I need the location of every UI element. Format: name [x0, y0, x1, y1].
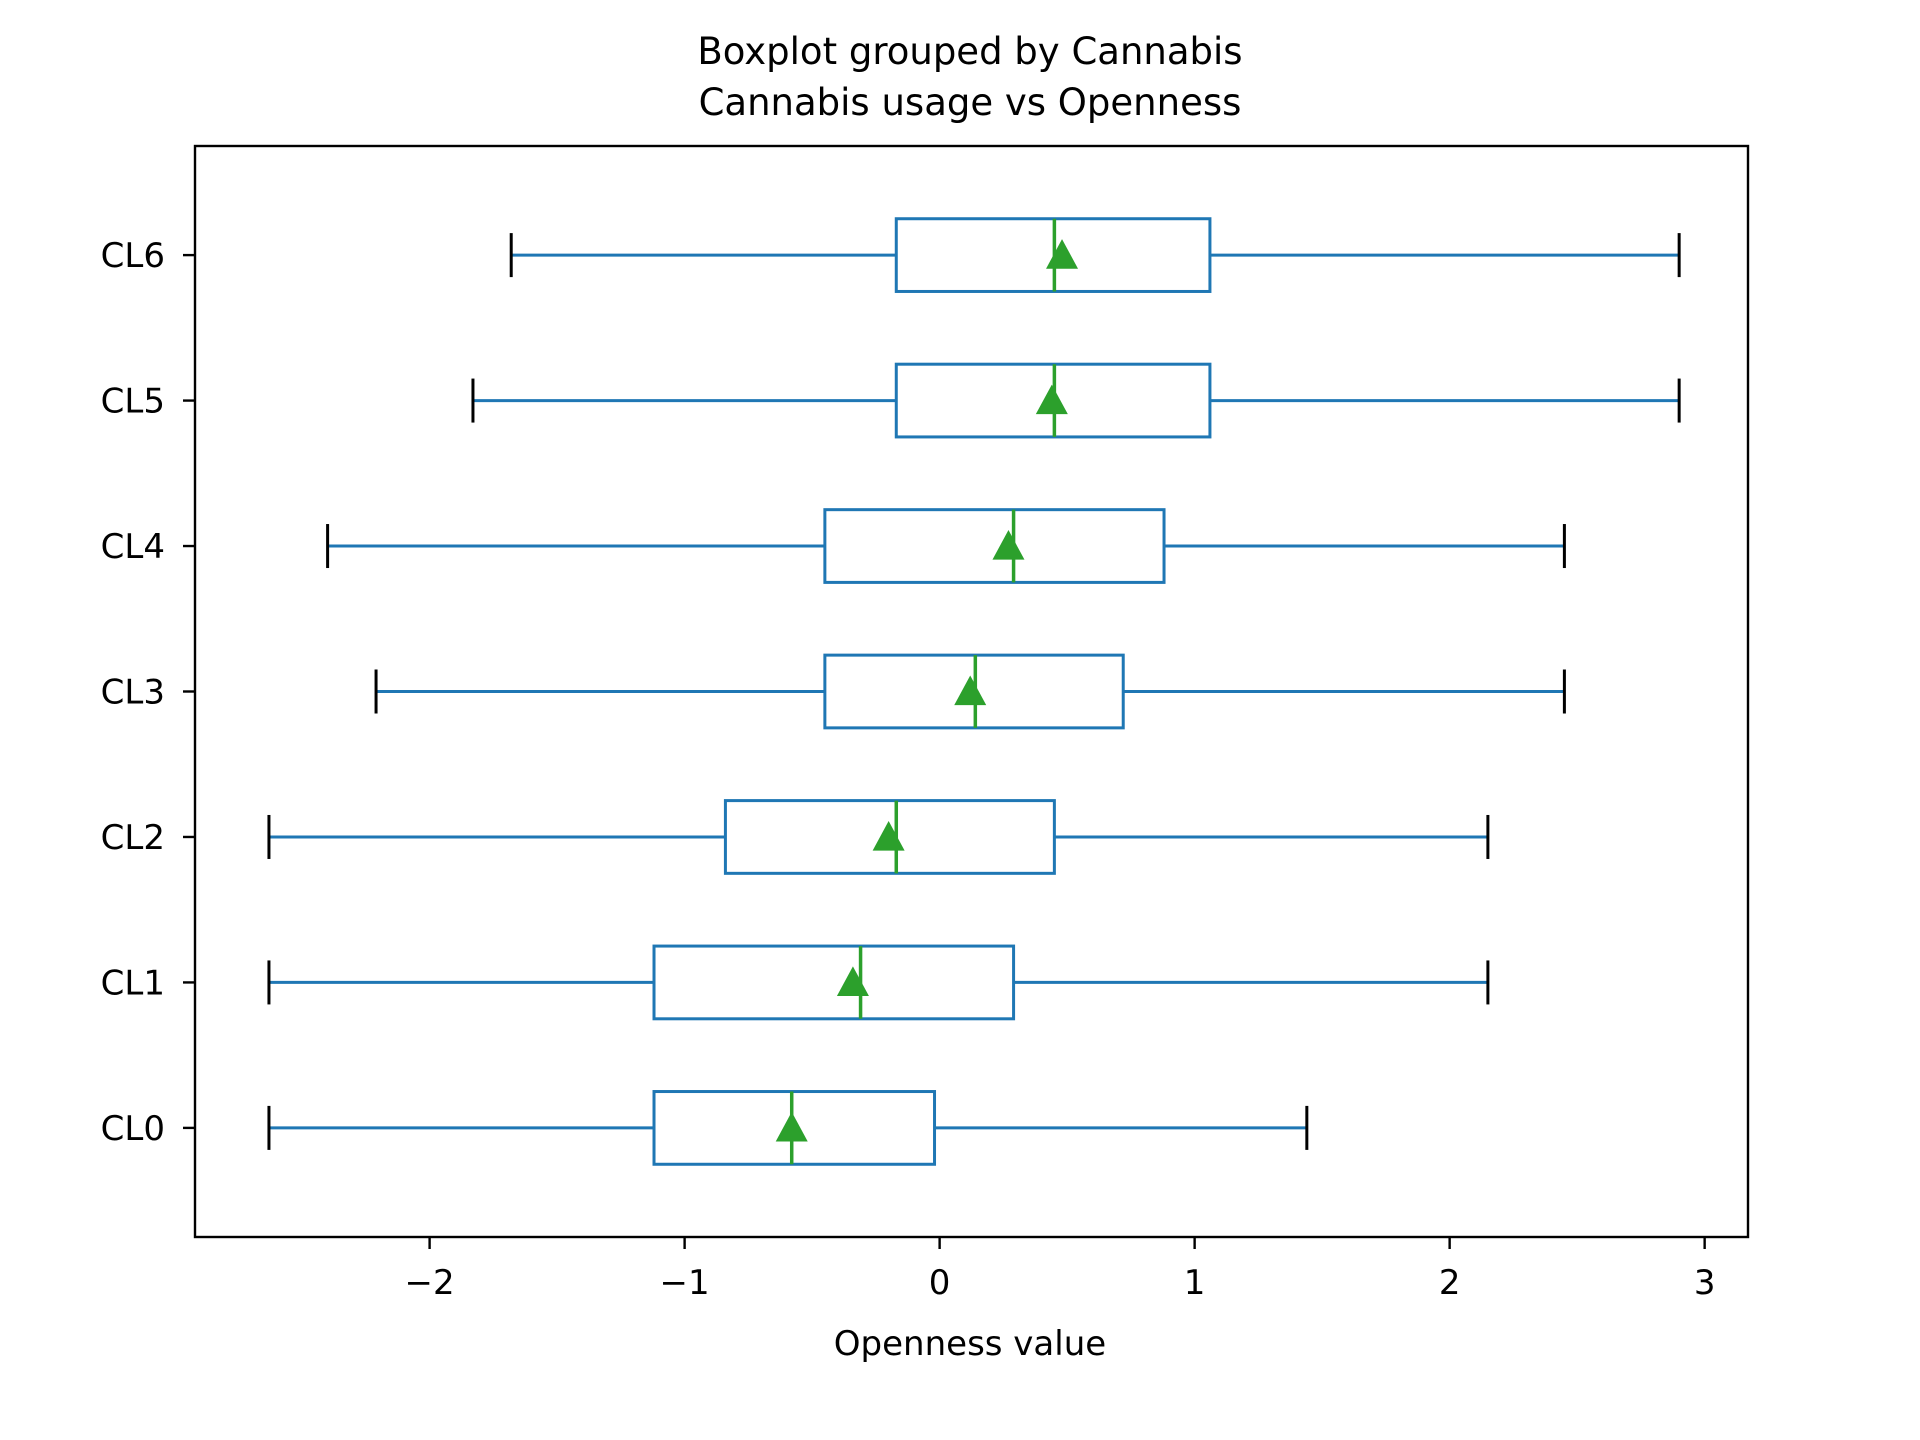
y-tick-label: CL4: [101, 527, 165, 567]
x-tick-label: 1: [1184, 1263, 1206, 1303]
x-tick-label: 2: [1439, 1263, 1461, 1303]
box-group-cl1: [267, 944, 1490, 1021]
mean-marker: [992, 530, 1025, 560]
x-tick-label: −1: [660, 1263, 710, 1303]
chart-title: Boxplot grouped by Cannabis: [697, 30, 1242, 73]
mean-marker: [954, 675, 987, 706]
y-tick-label: CL2: [101, 818, 165, 858]
x-axis-label: Openness value: [834, 1324, 1106, 1364]
y-axis: CL0 CL1 CL2 CL3 CL4 CL5 CL6: [101, 236, 195, 1149]
box-group-cl0: [267, 1090, 1309, 1166]
plot-area: [267, 217, 1681, 1166]
iqr-box: [652, 944, 1016, 1021]
iqr-box: [723, 799, 1056, 875]
x-tick-label: 0: [929, 1263, 951, 1303]
y-tick-label: CL0: [101, 1109, 165, 1149]
iqr-box: [823, 508, 1166, 584]
x-tick-label: −2: [405, 1263, 455, 1303]
mean-marker: [1046, 239, 1079, 269]
mean-marker: [1035, 384, 1068, 415]
box-group-cl4: [326, 508, 1566, 584]
box-group-cl5: [471, 362, 1681, 439]
y-tick-label: CL3: [101, 673, 165, 713]
box-group-cl3: [374, 653, 1566, 730]
x-axis: −2 −1 0 1 2 3: [405, 1237, 1716, 1303]
box-group-cl6: [509, 217, 1681, 293]
mean-marker: [872, 820, 905, 851]
y-tick-label: CL6: [101, 236, 165, 276]
x-tick-label: 3: [1694, 1263, 1716, 1303]
mean-marker: [775, 1111, 808, 1142]
iqr-box: [652, 1090, 937, 1166]
y-tick-label: CL5: [101, 382, 165, 422]
box-group-cl2: [267, 799, 1490, 875]
chart-subtitle: Cannabis usage vs Openness: [699, 81, 1242, 124]
mean-marker: [836, 966, 869, 997]
y-tick-label: CL1: [101, 963, 165, 1003]
